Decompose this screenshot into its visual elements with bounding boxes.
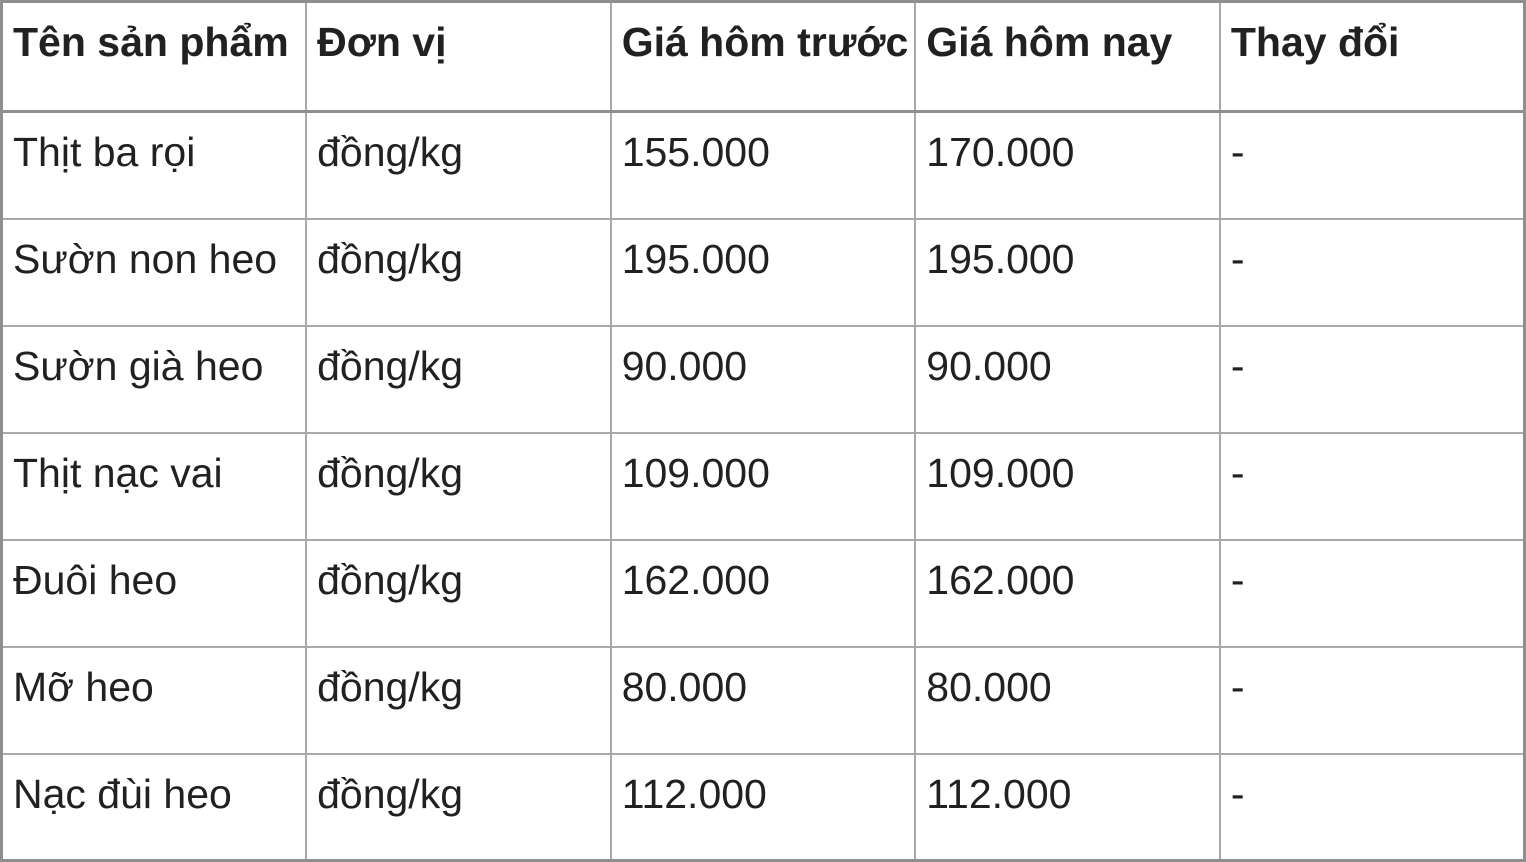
table-row: Sườn già heo đồng/kg 90.000 90.000 -	[0, 324, 1526, 434]
cell-price-previous: 109.000	[609, 431, 917, 541]
cell-price-today: 112.000	[914, 752, 1221, 862]
cell-unit: đồng/kg	[305, 324, 612, 434]
table-row: Sườn non heo đồng/kg 195.000 195.000 -	[0, 217, 1526, 327]
cell-unit: đồng/kg	[305, 431, 612, 541]
cell-price-today: 162.000	[914, 538, 1221, 648]
cell-price-today: 109.000	[914, 431, 1221, 541]
cell-price-previous: 80.000	[609, 645, 917, 755]
cell-price-today: 80.000	[914, 645, 1221, 755]
column-header-price-today: Giá hôm nay	[914, 0, 1221, 113]
cell-price-today: 170.000	[914, 110, 1221, 220]
cell-price-today: 90.000	[914, 324, 1221, 434]
cell-price-previous: 90.000	[609, 324, 917, 434]
cell-product-name: Đuôi heo	[0, 538, 308, 648]
cell-product-name: Sườn già heo	[0, 324, 308, 434]
cell-product-name: Thịt ba rọi	[0, 110, 308, 220]
cell-unit: đồng/kg	[305, 645, 612, 755]
column-header-change: Thay đổi	[1218, 0, 1526, 113]
cell-change: -	[1218, 324, 1526, 434]
table-row: Nạc đùi heo đồng/kg 112.000 112.000 -	[0, 752, 1526, 862]
cell-product-name: Mỡ heo	[0, 645, 308, 755]
column-header-price-previous: Giá hôm trước	[609, 0, 917, 113]
table-body: Thịt ba rọi đồng/kg 155.000 170.000 - Sư…	[0, 110, 1526, 862]
table-row: Mỡ heo đồng/kg 80.000 80.000 -	[0, 645, 1526, 755]
cell-unit: đồng/kg	[305, 752, 612, 862]
cell-change: -	[1218, 538, 1526, 648]
cell-price-previous: 195.000	[609, 217, 917, 327]
column-header-product-name: Tên sản phẩm	[0, 0, 308, 113]
cell-product-name: Nạc đùi heo	[0, 752, 308, 862]
cell-unit: đồng/kg	[305, 538, 612, 648]
column-header-unit: Đơn vị	[305, 0, 612, 113]
cell-unit: đồng/kg	[305, 217, 612, 327]
cell-change: -	[1218, 110, 1526, 220]
table-row: Thịt ba rọi đồng/kg 155.000 170.000 -	[0, 110, 1526, 220]
cell-price-today: 195.000	[914, 217, 1221, 327]
table-row: Đuôi heo đồng/kg 162.000 162.000 -	[0, 538, 1526, 648]
table-header: Tên sản phẩm Đơn vị Giá hôm trước Giá hô…	[0, 0, 1526, 113]
cell-product-name: Sườn non heo	[0, 217, 308, 327]
header-row: Tên sản phẩm Đơn vị Giá hôm trước Giá hô…	[0, 0, 1526, 113]
cell-price-previous: 162.000	[609, 538, 917, 648]
cell-change: -	[1218, 431, 1526, 541]
cell-change: -	[1218, 217, 1526, 327]
table-row: Thịt nạc vai đồng/kg 109.000 109.000 -	[0, 431, 1526, 541]
cell-product-name: Thịt nạc vai	[0, 431, 308, 541]
cell-price-previous: 112.000	[609, 752, 917, 862]
cell-change: -	[1218, 752, 1526, 862]
cell-unit: đồng/kg	[305, 110, 612, 220]
cell-price-previous: 155.000	[609, 110, 917, 220]
cell-change: -	[1218, 645, 1526, 755]
